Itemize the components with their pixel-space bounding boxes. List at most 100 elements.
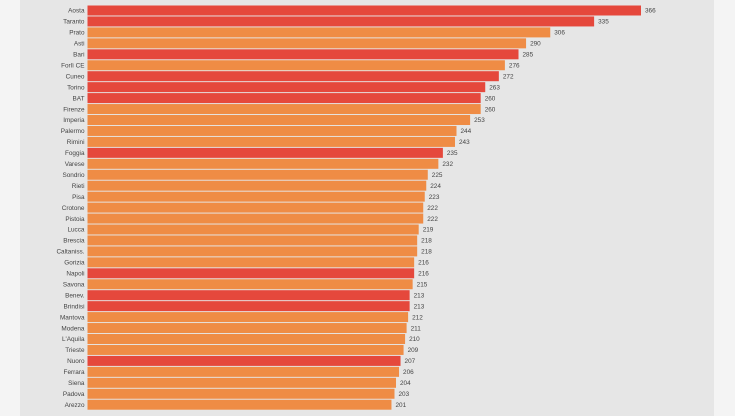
value-label: 218 — [421, 249, 432, 256]
bar — [87, 60, 505, 71]
value-label: 260 — [485, 95, 496, 102]
bar — [87, 49, 519, 60]
category-label: Aosta — [68, 8, 85, 15]
category-label: Prato — [69, 30, 85, 37]
category-label: Imperia — [63, 117, 85, 124]
value-label: 243 — [459, 139, 470, 146]
category-label: Padova — [63, 391, 85, 398]
bar — [87, 235, 418, 246]
category-label: Taranto — [63, 19, 85, 26]
value-label: 222 — [427, 205, 438, 212]
bar — [87, 158, 439, 169]
category-label: Caltaniss. — [56, 249, 84, 256]
category-label: Asti — [74, 41, 85, 48]
value-label: 224 — [430, 183, 441, 190]
bar — [87, 115, 471, 125]
bar — [87, 334, 406, 344]
bar — [87, 169, 428, 180]
category-label: Foggia — [65, 150, 85, 157]
bar — [87, 125, 457, 136]
value-label: 206 — [403, 369, 414, 376]
bar — [87, 104, 481, 115]
bar — [87, 388, 395, 399]
category-label: Trieste — [65, 347, 85, 354]
value-label: 366 — [645, 8, 656, 15]
category-label: Benev. — [65, 292, 85, 299]
value-label: 306 — [554, 30, 565, 37]
category-label: Nuoro — [67, 358, 85, 365]
value-label: 223 — [429, 194, 440, 201]
category-label: Modena — [61, 325, 85, 332]
bar — [87, 257, 415, 268]
bar — [87, 355, 401, 366]
value-label: 260 — [485, 106, 496, 113]
category-label: L'Aquila — [62, 336, 85, 343]
bar — [87, 136, 455, 147]
value-label: 211 — [411, 325, 422, 332]
value-label: 276 — [509, 62, 520, 69]
bar — [87, 5, 641, 16]
value-label: 204 — [400, 380, 411, 387]
category-label: BAT — [73, 95, 85, 102]
bar — [87, 213, 424, 224]
bar — [87, 399, 392, 410]
bar — [87, 191, 425, 202]
category-label: Arezzo — [65, 402, 85, 409]
bar — [87, 246, 418, 257]
category-label: Napoli — [66, 271, 84, 278]
value-label: 207 — [405, 358, 416, 365]
category-label: Gorizia — [64, 260, 85, 267]
chart-panel: Aosta 366 Taranto 335 Prato 306 Asti 290 Bari 285… — [20, 0, 714, 416]
bar — [87, 301, 410, 312]
value-label: 201 — [395, 402, 406, 409]
category-label: Lucca — [67, 227, 84, 234]
category-label: Firenze — [63, 106, 85, 113]
bar — [87, 180, 427, 191]
bar — [87, 290, 410, 301]
category-label: Forlì CE — [61, 62, 84, 69]
value-label: 225 — [432, 172, 443, 179]
category-label: Varese — [65, 161, 85, 168]
value-label: 290 — [530, 41, 541, 48]
value-label: 232 — [442, 161, 453, 168]
category-label: Bari — [73, 52, 84, 59]
category-label: Pistoia — [65, 216, 85, 223]
category-label: Sondrio — [62, 172, 84, 179]
category-label: Palermo — [61, 128, 85, 135]
value-label: 212 — [412, 314, 423, 321]
value-label: 285 — [523, 52, 534, 59]
bar — [87, 279, 413, 290]
bar — [87, 366, 400, 377]
bar — [87, 147, 443, 158]
bar — [87, 38, 527, 49]
bar — [87, 344, 404, 355]
category-label: Brindisi — [64, 303, 85, 310]
bar — [87, 71, 499, 82]
value-label: 263 — [489, 84, 500, 91]
bar — [87, 268, 415, 279]
value-label: 235 — [447, 150, 458, 157]
category-label: Rimini — [67, 139, 85, 146]
bar — [87, 323, 407, 334]
category-label: Pisa — [72, 194, 85, 201]
value-label: 216 — [418, 260, 429, 267]
category-label: Rieti — [72, 183, 85, 190]
bar-chart: Aosta 366 Taranto 335 Prato 306 Asti 290 Bari 285… — [56, 5, 656, 410]
category-label: Ferrara — [64, 369, 85, 376]
bar — [87, 82, 486, 93]
value-label: 209 — [408, 347, 419, 354]
value-label: 219 — [423, 227, 434, 234]
category-label: Brescia — [63, 238, 85, 245]
bar — [87, 224, 419, 235]
category-label: Cuneo — [66, 73, 85, 80]
value-label: 335 — [598, 19, 609, 26]
category-label: Siena — [68, 380, 85, 387]
bar — [87, 93, 481, 104]
bar — [87, 27, 551, 38]
value-label: 210 — [409, 336, 420, 343]
category-label: Torino — [67, 84, 85, 91]
category-label: Savona — [63, 281, 85, 288]
value-label: 244 — [461, 128, 472, 135]
value-label: 215 — [417, 281, 428, 288]
